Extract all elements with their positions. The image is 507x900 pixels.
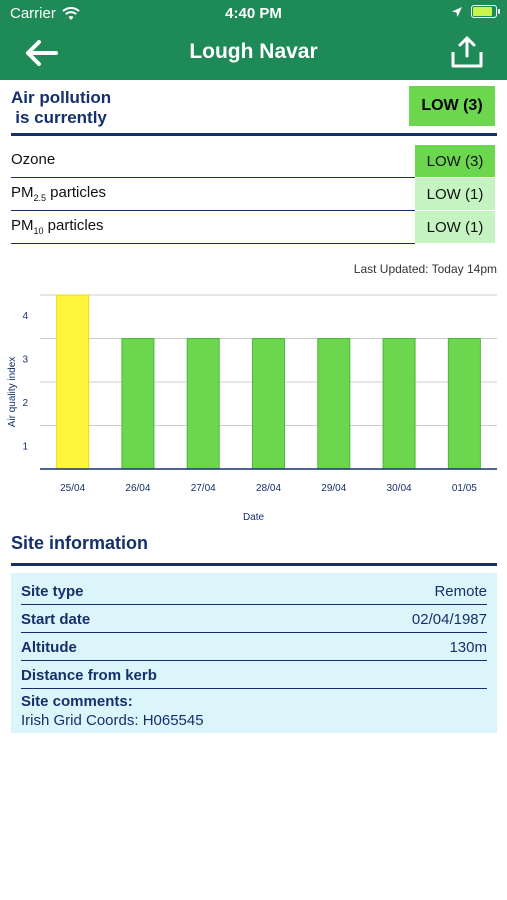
y-tick-label: 1 xyxy=(22,442,28,453)
row-divider xyxy=(21,603,487,605)
site-row-value: 02/04/1987 xyxy=(411,611,487,628)
wifi-icon xyxy=(62,6,80,20)
pollutant-band: LOW (1) xyxy=(415,178,495,210)
last-updated-text: Last Updated: Today 14pm xyxy=(353,262,497,276)
site-row-key: Distance from kerb xyxy=(21,667,157,684)
site-row-type: Site type Remote xyxy=(21,577,487,605)
bar-25-04 xyxy=(56,294,90,470)
site-comments-value: Irish Grid Coords: H065545 xyxy=(21,712,204,729)
battery-icon xyxy=(471,5,500,18)
carrier-info: Carrier xyxy=(10,5,80,22)
site-comments-label: Site comments: xyxy=(21,693,133,710)
site-information-heading: Site information xyxy=(11,533,149,553)
row-divider xyxy=(21,687,487,689)
air-pollution-heading-line1: Air pollution xyxy=(11,88,112,107)
site-row-altitude: Altitude 130m xyxy=(21,633,487,661)
site-row-value: 130m xyxy=(449,639,487,656)
bar-30-04 xyxy=(382,338,416,470)
site-row-key: Altitude xyxy=(21,639,77,656)
pollutant-row-pm10: PM10 particles LOW (1) xyxy=(11,211,497,244)
bar-26-04 xyxy=(121,338,155,470)
arrow-left-icon[interactable] xyxy=(24,38,60,68)
x-tick-label: 01/05 xyxy=(452,483,477,494)
site-row-value: Remote xyxy=(434,583,487,600)
y-tick-label: 4 xyxy=(22,311,28,322)
status-time: 4:40 PM xyxy=(225,5,282,22)
overall-index-badge: LOW (3) xyxy=(409,86,495,126)
air-pollution-summary: Air pollution is currently LOW (3) xyxy=(11,86,497,134)
divider xyxy=(11,563,497,566)
x-tick-label: 28/04 xyxy=(256,483,281,494)
site-row-key: Site type xyxy=(21,583,84,600)
pollutant-band: LOW (1) xyxy=(415,211,495,243)
x-tick-label: 30/04 xyxy=(387,483,412,494)
row-divider xyxy=(21,631,487,633)
pollutant-name: PM2.5 particles xyxy=(11,184,107,203)
row-divider xyxy=(21,659,487,661)
status-right xyxy=(451,5,500,18)
pollutant-name: Ozone xyxy=(11,151,56,168)
bar-28-04 xyxy=(252,338,285,470)
pollutant-row-ozone: Ozone LOW (3) xyxy=(11,145,497,178)
carrier-label: Carrier xyxy=(10,5,56,22)
location-arrow-icon xyxy=(452,6,462,17)
bar-29-04 xyxy=(317,338,351,470)
pollutant-row-pm25: PM2.5 particles LOW (1) xyxy=(11,178,497,211)
row-divider xyxy=(11,209,415,211)
y-tick-label: 2 xyxy=(22,398,28,409)
site-row-start-date: Start date 02/04/1987 xyxy=(21,605,487,633)
share-icon[interactable] xyxy=(449,34,485,70)
pollutant-band: LOW (3) xyxy=(415,145,495,177)
bar-01-05 xyxy=(447,338,481,470)
page-title: Lough Navar xyxy=(189,40,318,63)
row-divider xyxy=(11,242,415,244)
x-tick-label: 26/04 xyxy=(125,483,150,494)
app-header: Carrier 4:40 PM Lough Navar xyxy=(0,0,507,80)
site-row-distance-from-kerb: Distance from kerb xyxy=(21,661,487,689)
air-pollution-heading: Air pollution is currently xyxy=(11,88,111,128)
air-pollution-heading-line2: is currently xyxy=(15,108,107,127)
battery-fill xyxy=(473,7,492,16)
aqi-bar-chart: 25/04 26/04 27/04 28/04 29/04 30/04 01/05 1 2 3 4 D… xyxy=(7,294,497,523)
site-row-key: Start date xyxy=(21,611,91,628)
x-tick-label: 27/04 xyxy=(191,483,216,494)
bar-27-04 xyxy=(186,338,220,470)
pollutant-name: PM10 particles xyxy=(11,217,104,236)
row-divider xyxy=(11,176,415,178)
y-axis-label: Air quality index xyxy=(7,357,18,428)
y-tick-label: 3 xyxy=(22,355,28,366)
site-information-panel: Site type Remote Start date 02/04/1987 A… xyxy=(11,573,497,733)
x-tick-label: 25/04 xyxy=(60,483,85,494)
status-bar: Carrier 4:40 PM xyxy=(0,0,507,28)
x-axis-label: Date xyxy=(243,512,265,523)
x-tick-label: 29/04 xyxy=(321,483,346,494)
divider xyxy=(11,133,497,136)
